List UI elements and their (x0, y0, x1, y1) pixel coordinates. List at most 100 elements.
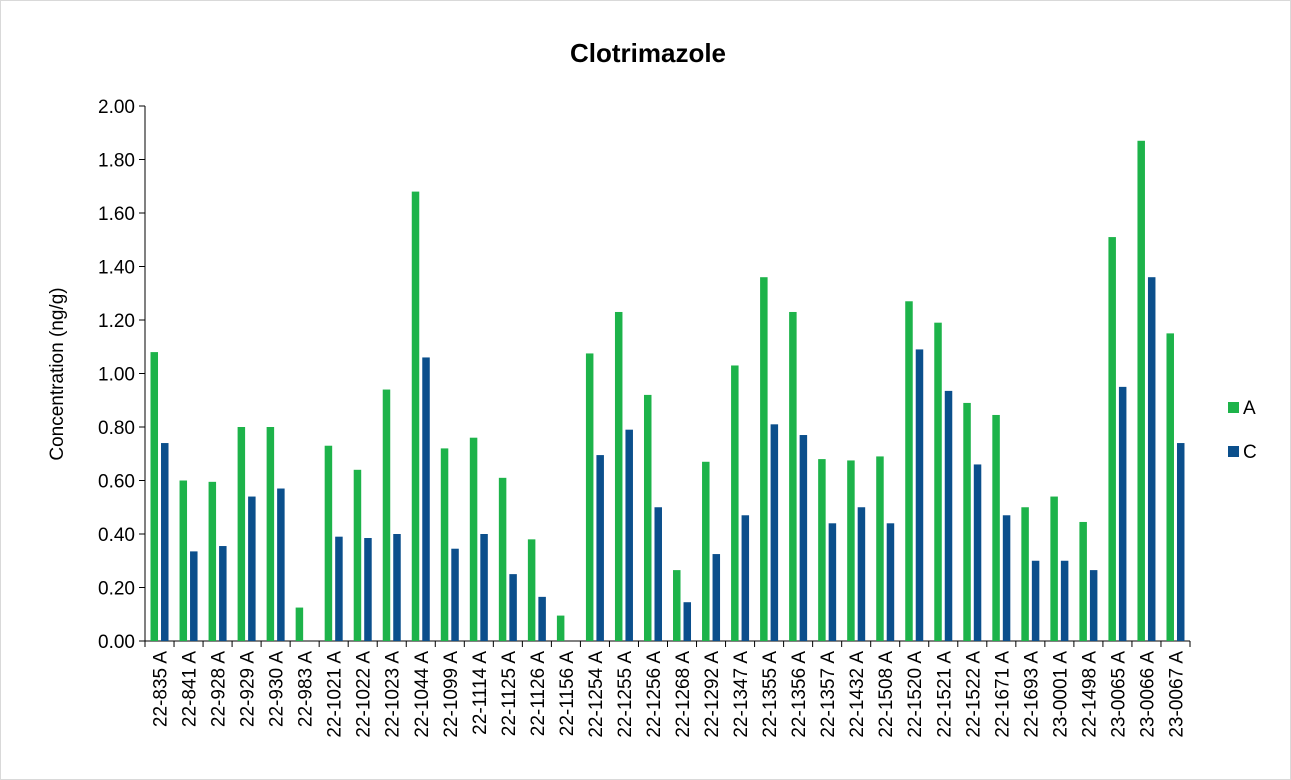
x-tick-label: 22-1023 A (383, 651, 404, 738)
x-tick-label: 22-841 A (180, 651, 201, 727)
x-tick-label: 22-1268 A (673, 651, 694, 738)
x-tick-label: 22-1356 A (789, 651, 810, 738)
x-tick-label: 22-983 A (296, 651, 317, 727)
y-tick-label: 0.60 (98, 472, 135, 493)
bar (295, 607, 304, 641)
bar (237, 427, 246, 641)
y-tick-label: 1.80 (98, 151, 135, 172)
bar (944, 390, 953, 641)
legend-label: A (1243, 398, 1256, 419)
y-tick-label: 1.20 (98, 311, 135, 332)
x-tick-label: 22-1099 A (441, 651, 462, 738)
x-tick-label: 22-1508 A (876, 651, 897, 738)
y-tick-label: 2.00 (98, 97, 135, 118)
x-tick-label: 22-1520 A (905, 651, 926, 738)
bar (324, 445, 333, 641)
x-tick-label: 22-1521 A (934, 651, 955, 738)
bar (596, 455, 604, 641)
bar (1060, 560, 1069, 641)
x-tick-label: 22-1693 A (1021, 651, 1042, 738)
bar (789, 311, 797, 641)
bar (150, 352, 159, 641)
x-tick-label: 22-928 A (209, 651, 230, 727)
x-tick-label: 22-1255 A (615, 651, 636, 738)
y-axis-label: Concentration (ng/g) (47, 287, 68, 460)
bar (393, 534, 401, 641)
y-tick-label: 0.00 (98, 632, 135, 653)
bar (770, 424, 779, 641)
y-tick-label: 0.40 (98, 525, 135, 546)
bar (1166, 333, 1174, 641)
x-tick-label: 22-1125 A (499, 651, 520, 737)
x-tick-label: 22-1114 A (470, 651, 491, 735)
bar (498, 477, 507, 641)
bar (673, 570, 681, 641)
bar (266, 427, 275, 641)
x-tick-label: 22-1498 A (1079, 651, 1100, 738)
bar (1089, 570, 1098, 641)
bar (905, 301, 913, 641)
x-tick-label: 22-1347 A (731, 651, 752, 738)
bar (712, 554, 721, 641)
bar (1002, 515, 1011, 641)
bar (179, 480, 188, 641)
y-tick-label: 0.80 (98, 418, 135, 439)
x-tick-label: 23-0001 A (1050, 651, 1071, 738)
y-tick-label: 0.20 (98, 579, 135, 600)
bar (818, 459, 826, 641)
bar (277, 488, 285, 641)
bar (1147, 277, 1156, 641)
bar (382, 389, 391, 641)
x-tick-label: 22-1126 A (528, 651, 549, 737)
bar (992, 414, 1000, 641)
bar (509, 574, 517, 641)
bar (963, 402, 971, 641)
bar (527, 539, 536, 641)
chart-title: Clotrimazole (570, 38, 726, 68)
bar (469, 437, 478, 641)
bar (886, 523, 895, 641)
bar (1021, 507, 1029, 641)
bar (847, 460, 855, 641)
x-tick-label: 22-930 A (267, 651, 288, 727)
bar (760, 277, 768, 641)
y-tick-label: 1.40 (98, 258, 135, 279)
bar (1079, 521, 1087, 641)
x-tick-label: 22-1671 A (992, 651, 1013, 738)
bar (556, 615, 565, 641)
bar (915, 349, 924, 641)
x-tick-label: 22-1156 A (557, 651, 578, 737)
bar (799, 435, 808, 641)
legend-swatch (1228, 402, 1239, 413)
x-tick-label: 22-929 A (238, 651, 259, 727)
bar (973, 464, 982, 641)
x-tick-label: 22-835 A (151, 651, 172, 727)
bar (161, 443, 169, 641)
x-tick-label: 22-1021 A (325, 651, 346, 738)
bar (480, 534, 488, 641)
x-tick-label: 22-1357 A (818, 651, 839, 738)
bar (876, 456, 884, 641)
bar (411, 191, 420, 641)
bar (934, 322, 942, 641)
bar (538, 596, 546, 641)
x-tick-label: 23-0065 A (1108, 651, 1129, 738)
bar (364, 538, 372, 641)
bar (422, 357, 430, 641)
x-tick-label: 22-1292 A (702, 651, 723, 738)
bar (731, 365, 739, 641)
bar (248, 496, 256, 641)
x-tick-label: 22-1522 A (963, 651, 984, 738)
bar (219, 546, 227, 641)
bar (702, 461, 710, 641)
bar (190, 551, 198, 641)
bar (585, 353, 594, 641)
bar (451, 548, 459, 641)
x-tick-label: 23-0067 A (1166, 651, 1187, 738)
bar (1176, 443, 1185, 641)
x-tick-label: 22-1256 A (644, 651, 665, 738)
bar (654, 507, 662, 641)
x-tick-label: 22-1355 A (760, 651, 781, 738)
x-tick-label: 22-1432 A (847, 651, 868, 738)
